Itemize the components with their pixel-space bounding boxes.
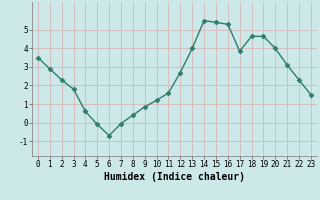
X-axis label: Humidex (Indice chaleur): Humidex (Indice chaleur) — [104, 172, 245, 182]
